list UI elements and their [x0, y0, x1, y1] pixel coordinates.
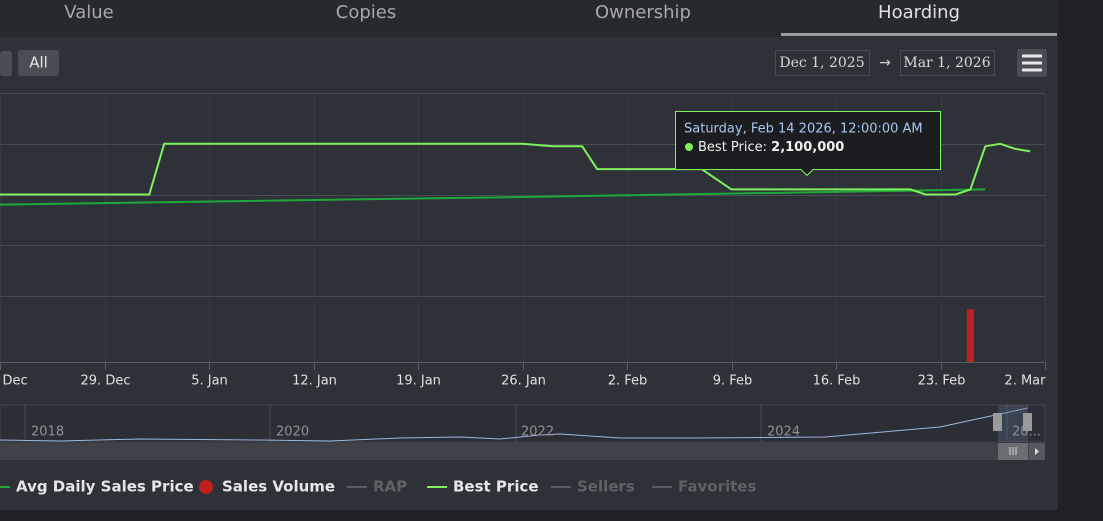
tooltip-row: Best Price: 2,100,000 — [698, 140, 844, 155]
volume-bar — [966, 309, 974, 362]
navigator-label: 20... — [1012, 425, 1041, 440]
tooltip-box — [675, 111, 941, 177]
legend-label[interactable]: Sellers — [577, 478, 635, 496]
date-from-text: Dec 1, 2025 — [779, 55, 864, 71]
navigator-label: 2024 — [767, 425, 800, 440]
scrollbar-grip — [1009, 447, 1017, 455]
tab-label[interactable]: Copies — [336, 2, 396, 23]
series-line — [0, 188, 986, 206]
navigator-label: 2018 — [31, 425, 64, 440]
range-button[interactable] — [18, 50, 59, 76]
tab-label[interactable]: Ownership — [595, 2, 691, 23]
legend: Avg Daily Sales Price Sales Volume RAP Best… — [0, 478, 756, 496]
legend-symbol — [199, 480, 213, 494]
x-tick-label: 16. Feb — [813, 374, 861, 389]
tooltip: Saturday, Feb 14 2026, 12:00:00 AM Best … — [675, 111, 941, 177]
legend-label[interactable]: RAP — [373, 478, 407, 496]
x-tick-label: 29. Dec — [81, 374, 131, 389]
legend-label[interactable]: Best Price — [453, 478, 539, 496]
tooltip-title: Saturday, Feb 14 2026, 12:00:00 AM — [684, 122, 923, 137]
tab-label[interactable]: Value — [64, 2, 113, 23]
series-line — [0, 142, 1031, 196]
x-tick-label: 26. Jan — [501, 374, 546, 389]
date-to[interactable] — [900, 50, 995, 76]
tab-label[interactable]: Hoarding — [878, 2, 960, 23]
navigator — [0, 404, 1046, 443]
navigator-label: 2022 — [521, 425, 554, 440]
x-tick-label: 19. Jan — [396, 374, 441, 389]
x-tick-label: 2. Mar — [1004, 374, 1046, 389]
scrollbar-arrow-icon — [1035, 448, 1039, 455]
navigator-grid — [24, 405, 1008, 442]
navigator-line — [0, 407, 1029, 442]
date-to-text: Mar 1, 2026 — [903, 55, 990, 71]
active-tab-underline — [781, 33, 1057, 36]
navigator-label: 2020 — [276, 425, 309, 440]
x-tick-label: 5. Jan — [191, 374, 228, 389]
menu-icon — [1022, 54, 1042, 72]
navigator-handle[interactable] — [1023, 413, 1032, 431]
range-button[interactable] — [0, 51, 12, 76]
legend-label[interactable]: Avg Daily Sales Price — [16, 478, 194, 496]
x-tick-label: Dec — [3, 374, 28, 389]
tooltip-value: 2,100,000 — [771, 140, 844, 155]
scrollbar-track — [0, 443, 1045, 460]
x-tick-label: 2. Feb — [608, 374, 648, 389]
legend-label[interactable]: Sales Volume — [222, 478, 335, 496]
date-separator: → — [879, 55, 891, 71]
navigator-handle[interactable] — [993, 413, 1002, 431]
tabs: Value Copies Ownership Hoarding — [64, 2, 1057, 36]
date-from[interactable] — [775, 50, 870, 76]
range-button-label: All — [29, 54, 48, 72]
plot: Dec 29. Dec 5. Jan 12. Jan 19. Jan 26. Jan 2. … — [0, 93, 1046, 389]
x-tick-label: 9. Feb — [713, 374, 753, 389]
tooltip-marker — [685, 143, 693, 151]
tab-bar — [0, 0, 1058, 37]
legend-label[interactable]: Favorites — [678, 478, 756, 496]
navigator-labels: 2018 2020 2022 2024 20... — [31, 425, 1041, 440]
x-tick-label: 23. Feb — [918, 374, 966, 389]
tooltip-label: Best Price: — [698, 140, 767, 155]
x-tick-label: 12. Jan — [292, 374, 337, 389]
